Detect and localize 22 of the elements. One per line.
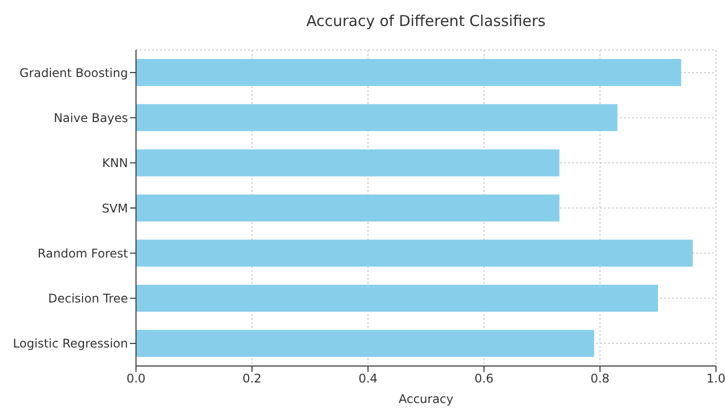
x-axis-title: Accuracy bbox=[398, 392, 454, 406]
y-tick-label: Decision Tree bbox=[48, 292, 128, 306]
y-tick-label: Random Forest bbox=[38, 246, 128, 260]
y-tick-label: Naive Bayes bbox=[54, 110, 128, 125]
x-tick-label: 0.4 bbox=[358, 372, 378, 386]
bar bbox=[136, 194, 560, 222]
x-tick-label: 0.6 bbox=[474, 372, 494, 386]
y-tick-label: KNN bbox=[102, 156, 128, 170]
bar bbox=[136, 240, 693, 267]
x-tick-label: 1.0 bbox=[706, 372, 725, 386]
bar bbox=[136, 284, 658, 312]
y-tick-label: Gradient Boosting bbox=[20, 66, 128, 80]
bar bbox=[136, 104, 618, 132]
y-tick-label: SVM bbox=[102, 201, 128, 216]
bar bbox=[136, 59, 682, 86]
x-tick-label: 0.8 bbox=[590, 372, 610, 386]
chart-title: Accuracy of Different Classifiers bbox=[305, 12, 547, 30]
x-tick-label: 0.0 bbox=[126, 372, 146, 386]
y-tick-label: Logistic Regression bbox=[12, 336, 128, 351]
bar bbox=[136, 330, 594, 357]
x-tick-label: 0.2 bbox=[242, 372, 262, 386]
bar bbox=[136, 149, 560, 176]
